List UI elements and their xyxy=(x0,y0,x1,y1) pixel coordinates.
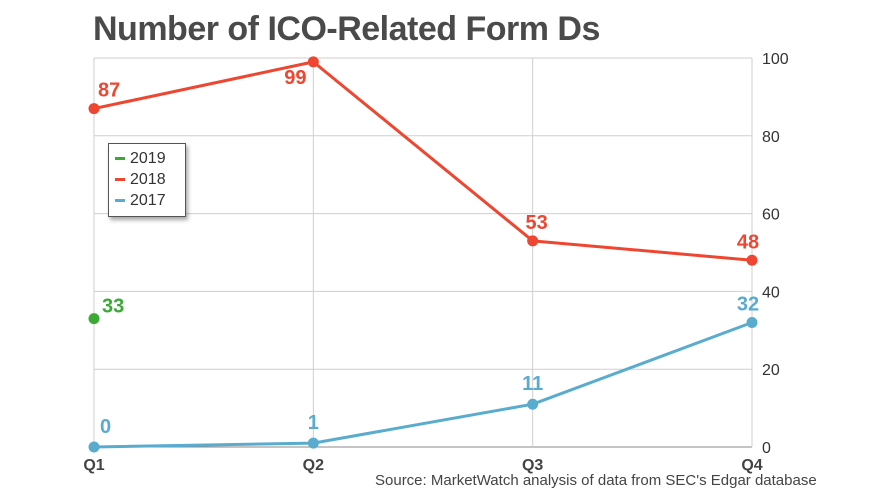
grid-lines xyxy=(93,57,753,448)
series-line-2017 xyxy=(93,321,753,449)
y-axis-ticks: 0 20 40 60 80 100 xyxy=(762,51,789,457)
data-point-2019 xyxy=(88,313,100,325)
x-tick-label: Q1 xyxy=(83,457,104,474)
data-point-2018 xyxy=(746,254,758,266)
legend-label-2017: 2017 xyxy=(130,191,166,209)
data-point-2018 xyxy=(88,103,100,115)
data-point-2017 xyxy=(746,317,758,329)
y-tick-label: 80 xyxy=(762,129,780,146)
series-lines xyxy=(93,60,753,449)
y-tick-label: 20 xyxy=(762,362,780,379)
y-tick-label: 100 xyxy=(762,51,789,68)
x-axis-ticks: Q1 Q2 Q3 Q4 xyxy=(83,457,762,474)
x-tick-label: Q4 xyxy=(741,457,762,474)
data-label-2018: 53 xyxy=(526,212,548,234)
data-label-2017: 1 xyxy=(308,412,319,434)
legend-item-2019: 2019 xyxy=(115,148,179,169)
legend-item-2017: 2017 xyxy=(115,190,179,211)
series-line-2018 xyxy=(93,60,753,262)
data-label-2018: 48 xyxy=(737,231,759,253)
data-point-2017 xyxy=(88,441,100,453)
series-points xyxy=(88,56,758,453)
data-point-2018 xyxy=(307,56,319,68)
data-label-2019: 33 xyxy=(102,296,124,318)
legend-swatch-2019 xyxy=(115,157,125,160)
legend-label-2019: 2019 xyxy=(130,149,166,167)
legend-swatch-2017 xyxy=(115,199,125,202)
data-label-2017: 0 xyxy=(100,416,111,438)
data-label-2017: 11 xyxy=(522,373,543,395)
data-label-2017: 32 xyxy=(737,294,759,316)
y-tick-label: 0 xyxy=(762,440,771,457)
data-point-2017 xyxy=(527,398,539,410)
data-point-2017 xyxy=(307,437,319,449)
x-tick-label: Q2 xyxy=(303,457,324,474)
y-tick-label: 40 xyxy=(762,284,780,301)
legend: 2019 2018 2017 xyxy=(108,143,186,217)
legend-label-2018: 2018 xyxy=(130,170,166,188)
source-note: Source: MarketWatch analysis of data fro… xyxy=(375,472,817,489)
x-tick-label: Q3 xyxy=(522,457,543,474)
data-label-2018: 87 xyxy=(98,80,120,102)
legend-item-2018: 2018 xyxy=(115,169,179,190)
legend-swatch-2018 xyxy=(115,178,125,181)
data-label-2018: 99 xyxy=(284,67,306,89)
chart-title: Number of ICO-Related Form Ds xyxy=(93,10,600,48)
y-tick-label: 60 xyxy=(762,207,780,224)
data-point-2018 xyxy=(527,235,539,247)
